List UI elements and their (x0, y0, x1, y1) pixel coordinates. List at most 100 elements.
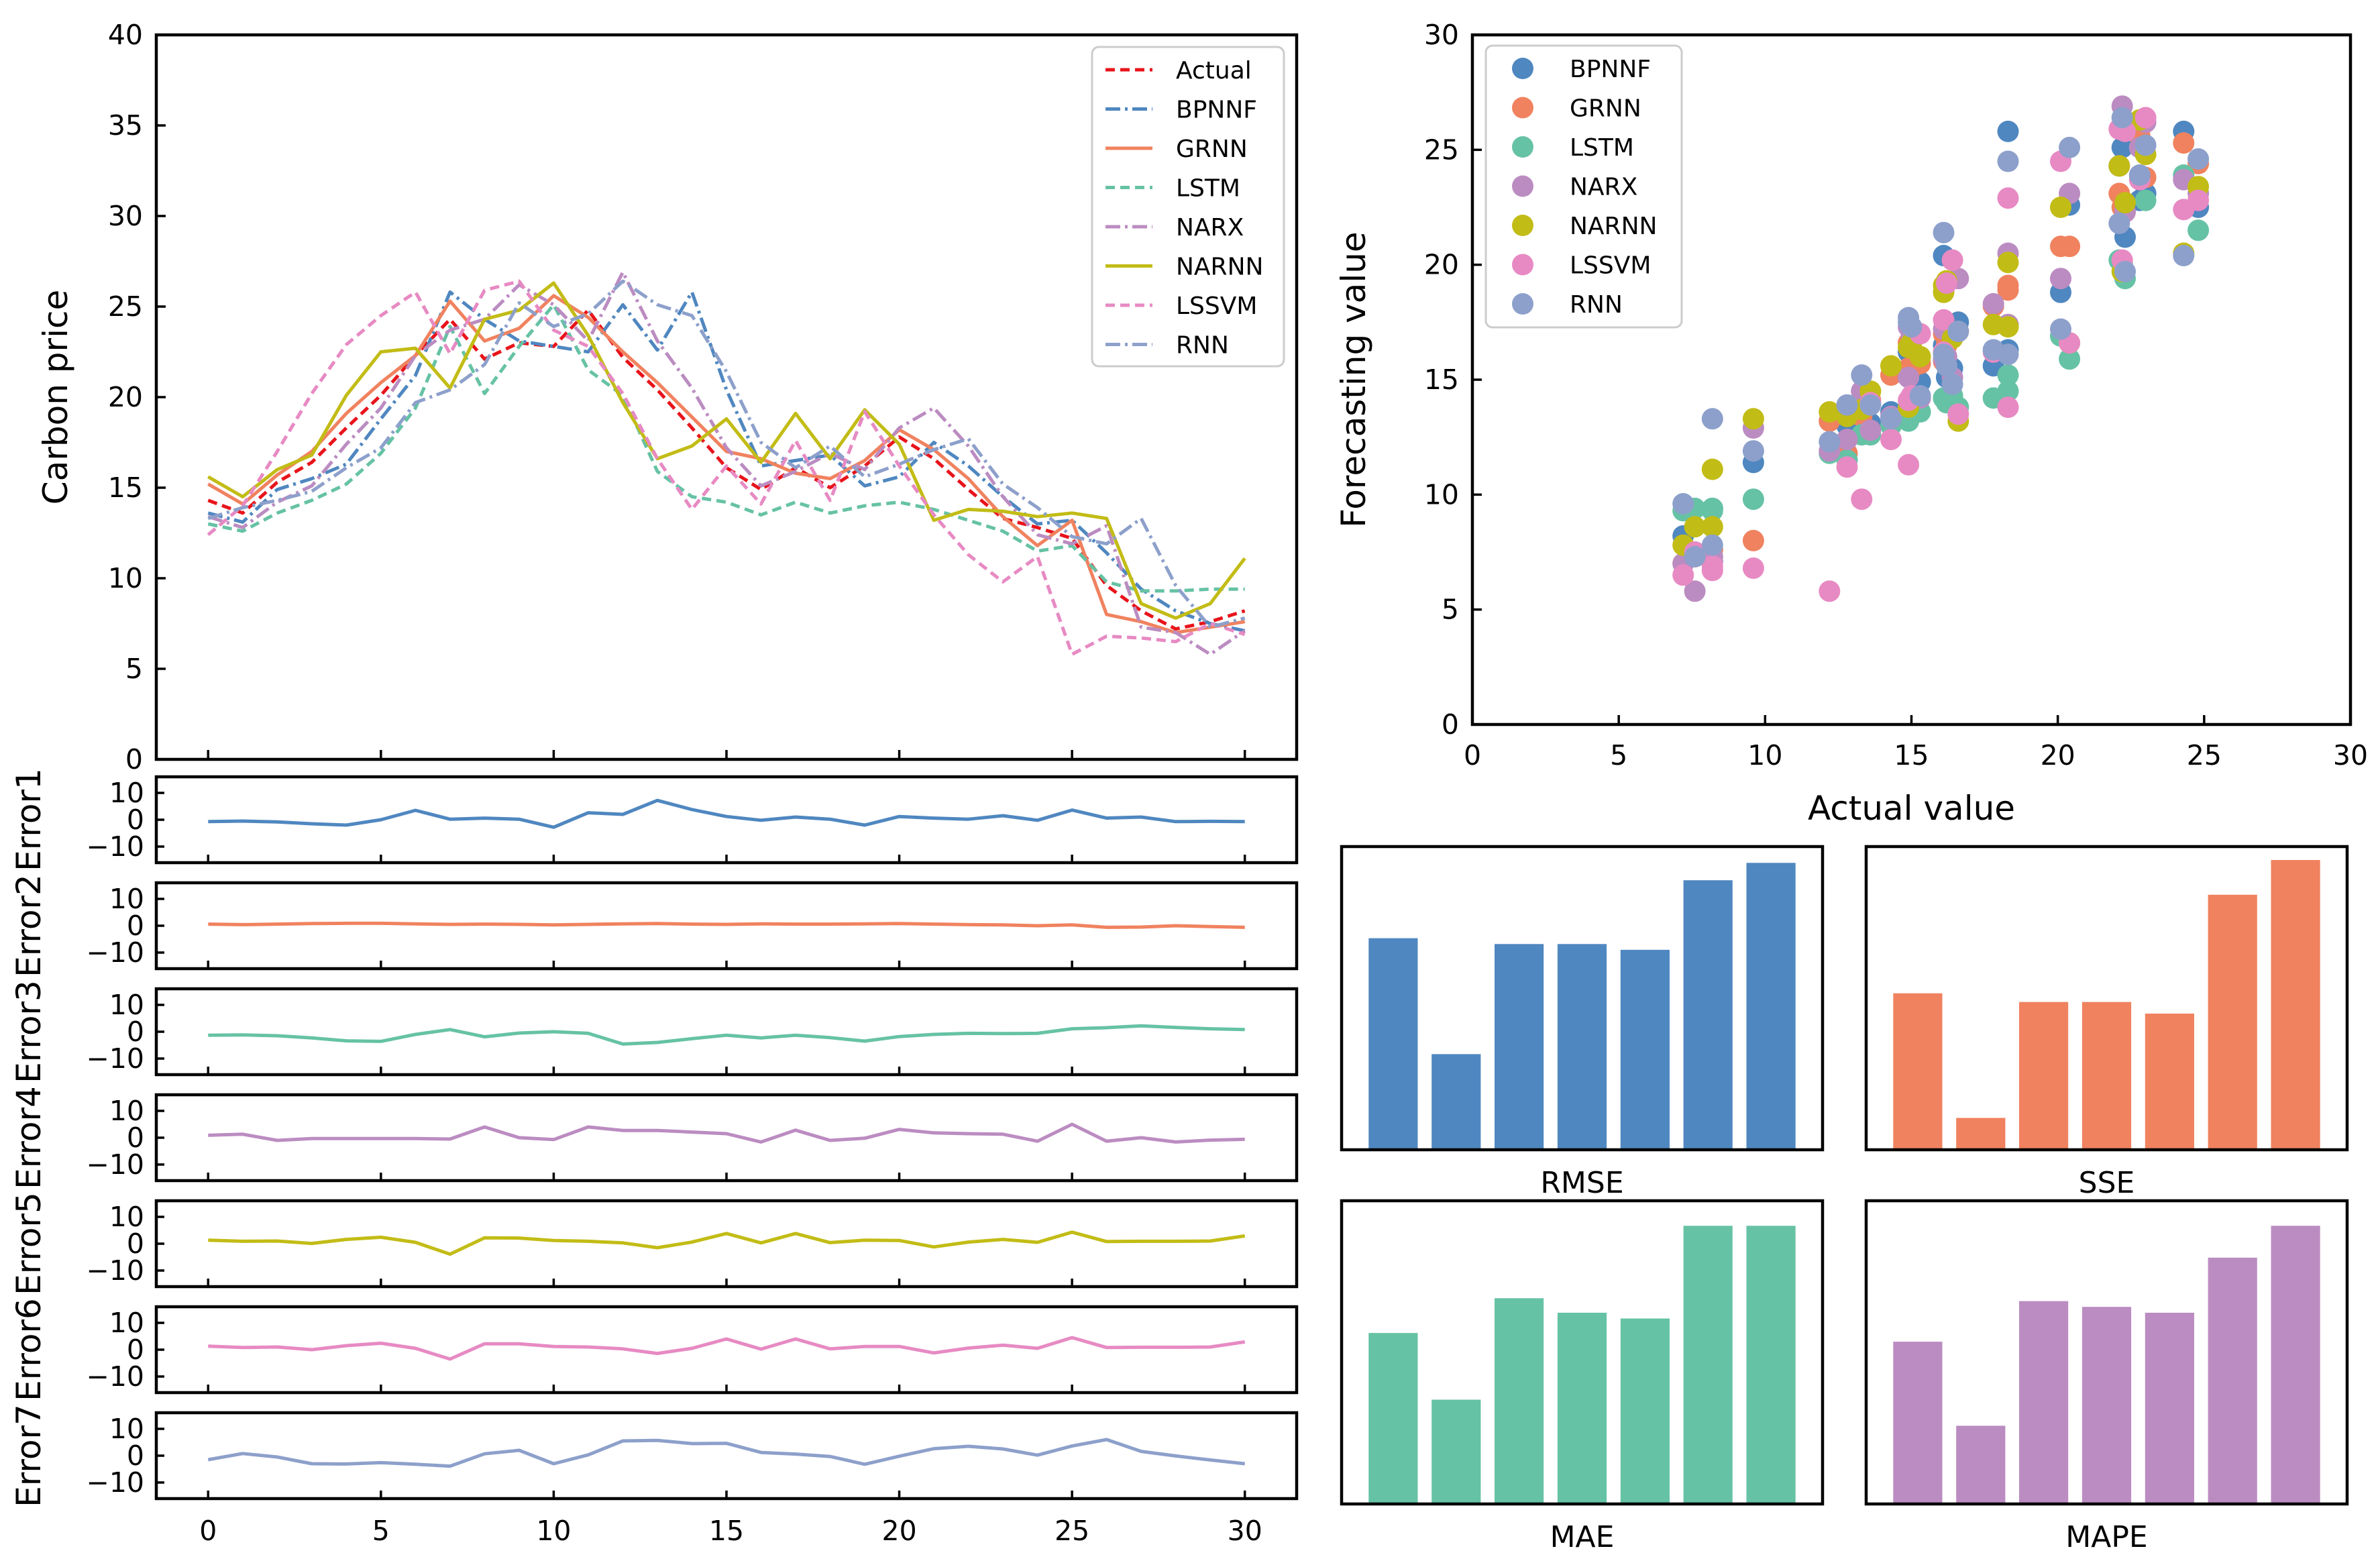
scatter-point-rnn (1997, 150, 2019, 172)
metric-axes-frame-sse (1864, 845, 2349, 1152)
scatter-point-lssvm (1947, 403, 1969, 425)
metric-bar-mape (2019, 1301, 2069, 1504)
scatter-point-rnn (1701, 408, 1723, 430)
metric-bar-rmse (1557, 944, 1607, 1150)
error-xtick-label: 0 (199, 1515, 217, 1547)
error-line-6 (208, 1336, 1246, 1361)
scatter-point-lssvm (1997, 187, 2019, 209)
error-ylabel: Error6 (9, 1298, 48, 1401)
error-ytick-label: 10 (109, 1307, 144, 1339)
error-line-2 (208, 921, 1245, 929)
scatter-point-narnn (1701, 516, 1723, 538)
metric-bar-sse (1893, 993, 1943, 1150)
error-ytick-label: 10 (109, 777, 144, 809)
scatter-ytick-label: 0 (1442, 708, 1459, 741)
scatter-point-lstm (1997, 364, 2019, 386)
error-ytick-label: 0 (127, 1228, 144, 1260)
error-line-5 (208, 1230, 1246, 1256)
metric-bar-sse (2208, 894, 2257, 1150)
metric-label: MAPE (2065, 1520, 2147, 1554)
error-ytick-label: −10 (86, 1148, 144, 1181)
scatter-point-narx (1859, 419, 1882, 441)
error-ytick-label: −10 (86, 830, 144, 863)
scatter-point-lssvm (1933, 309, 1955, 331)
scatter-ytick-label: 30 (1424, 19, 1459, 51)
price-ylabel: Carbon price (36, 290, 75, 504)
scatter-xtick-label: 5 (1610, 739, 1627, 771)
price-legend-label: NARNN (1176, 254, 1263, 281)
scatter-point-lssvm (2187, 189, 2210, 211)
scatter-point-grnn (2059, 235, 2081, 258)
error-xtick-label: 10 (536, 1515, 571, 1547)
error-xtick-label: 15 (709, 1515, 744, 1547)
metric-bar-sse (2019, 1002, 2069, 1150)
scatter-point-rnn (2173, 245, 2195, 266)
error-ylabel: Error7 (9, 1404, 48, 1507)
error-ytick-label: 10 (109, 989, 144, 1021)
scatter-ytick-label: 15 (1424, 364, 1459, 396)
price-line-lstm (207, 303, 1245, 593)
scatter-point-rnn (1742, 440, 1764, 462)
price-legend-label: Actual (1176, 57, 1252, 85)
metric-bar-mae (1495, 1298, 1544, 1504)
price-legend-label: GRNN (1176, 136, 1248, 163)
metric-bar-mape (2208, 1257, 2257, 1504)
error-ytick-label: 0 (127, 1122, 144, 1154)
metric-bar-rmse (1495, 944, 1544, 1150)
price-ytick-label: 10 (108, 562, 143, 594)
scatter-point-lssvm (2134, 107, 2157, 129)
scatter-point-lstm (1742, 488, 1764, 510)
scatter-xtick-label: 30 (2333, 739, 2368, 771)
scatter-ylabel: Forecasting value (1334, 231, 1373, 527)
scatter-point-rnn (1898, 307, 1920, 329)
scatter-point-narx (1898, 366, 1920, 388)
scatter-point-lstm (2059, 348, 2081, 370)
scatter-point-rnn (1982, 339, 2004, 361)
scatter-point-rnn (2134, 134, 2157, 156)
scatter-point-narnn (1684, 516, 1706, 538)
scatter-legend-swatch-narx (1512, 175, 1533, 197)
scatter-point-rnn (2059, 136, 2081, 158)
scatter-point-narnn (1982, 313, 2004, 335)
scatter-legend-swatch-narnn (1512, 215, 1533, 236)
scatter-point-bpnnf (2111, 136, 2133, 158)
error-xtick-label: 25 (1054, 1515, 1089, 1547)
error-axes-frame-6 (154, 1305, 1299, 1395)
scatter-point-lssvm (1898, 453, 1920, 476)
metric-bar-mae (1557, 1312, 1607, 1504)
scatter-point-rnn (1672, 493, 1694, 515)
scatter-legend-label: RNN (1570, 291, 1623, 319)
error-ylabel: Error1 (9, 768, 48, 871)
price-line-narnn (207, 281, 1246, 620)
price-ytick-label: 40 (108, 19, 143, 51)
scatter-point-lssvm (1672, 564, 1694, 586)
scatter-point-narx (1982, 292, 2004, 315)
scatter-ytick-label: 5 (1442, 594, 1459, 626)
scatter-point-narnn (1819, 401, 1841, 423)
scatter-point-grnn (2173, 132, 2195, 154)
scatter-legend-swatch-lstm (1512, 136, 1533, 158)
price-line-narx (207, 270, 1246, 656)
scatter-point-rnn (1836, 394, 1858, 416)
scatter-point-rnn (1819, 431, 1841, 453)
scatter-point-narnn (2050, 197, 2071, 218)
price-line-grnn (207, 294, 1246, 635)
scatter-point-narnn (1997, 252, 2019, 274)
scatter-xtick-label: 0 (1464, 739, 1481, 771)
scatter-point-rnn (2187, 148, 2210, 170)
error-ytick-label: 0 (127, 1334, 144, 1366)
error-ylabel: Error5 (9, 1192, 48, 1295)
error-ytick-label: −10 (86, 1254, 144, 1287)
error-ytick-label: 0 (127, 1440, 144, 1472)
scatter-point-grnn (1997, 279, 2019, 301)
price-ytick-label: 15 (108, 472, 143, 504)
scatter-point-lssvm (1880, 429, 1902, 451)
scatter-legend-label: BPNNF (1570, 56, 1651, 83)
scatter-point-narnn (1742, 408, 1764, 430)
metric-bar-rmse (1620, 949, 1670, 1150)
price-legend-label: LSSVM (1176, 292, 1257, 320)
metric-bar-rmse (1431, 1054, 1481, 1150)
scatter-point-rnn (1935, 355, 1957, 377)
error-ylabel: Error2 (9, 874, 48, 977)
